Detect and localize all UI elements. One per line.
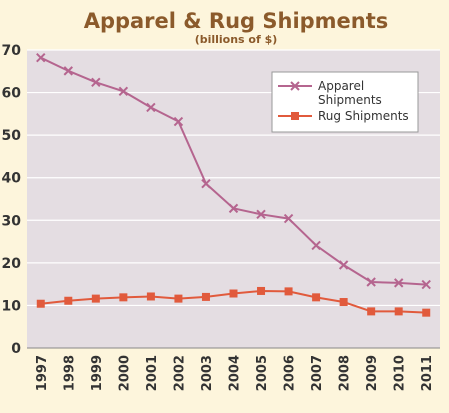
x-axis-ticks: 1997 1998 1999 2000 2001 2002 2003 2004 2005 2006…: [35, 355, 435, 391]
data-point: [201, 178, 211, 189]
data-point: [257, 286, 266, 295]
y-tick-label: 10: [2, 298, 22, 314]
data-point: [284, 287, 293, 296]
data-point: [256, 209, 266, 220]
data-point: [393, 278, 404, 288]
legend-box: [271, 71, 419, 133]
x-tick-label: 2001: [145, 355, 160, 391]
data-point: [422, 308, 431, 317]
y-tick-label: 50: [2, 128, 22, 144]
data-point: [91, 294, 100, 303]
x-tick-label: 1997: [35, 355, 50, 391]
series-layer: [36, 52, 431, 317]
data-point: [283, 213, 294, 224]
x-tick-label: 2010: [393, 355, 408, 391]
legend-item: Rug Shipments: [278, 109, 409, 123]
x-tick-label: 2007: [310, 355, 325, 391]
legend: Apparel Shipments Rug Shipments: [271, 71, 419, 133]
data-point: [91, 77, 101, 88]
x-tick-label: 2006: [283, 355, 298, 391]
data-point: [146, 102, 156, 113]
data-point: [421, 279, 431, 290]
y-tick-label: 40: [2, 171, 22, 187]
data-point: [228, 203, 239, 214]
x-tick-label: 1999: [90, 355, 105, 391]
data-point: [173, 116, 184, 127]
data-point: [174, 294, 183, 303]
y-tick-label: 30: [2, 213, 22, 229]
data-point: [367, 307, 376, 316]
y-tick-label: 0: [11, 341, 21, 357]
legend-label: Apparel Shipments: [318, 79, 382, 107]
x-tick-label: 2009: [365, 355, 380, 391]
x-tick-label: 2005: [255, 355, 270, 391]
y-tick-label: 70: [2, 43, 22, 59]
x-tick-label: 2011: [420, 355, 435, 391]
data-point: [394, 307, 403, 316]
y-tick-label: 60: [2, 86, 22, 102]
data-point: [339, 298, 348, 307]
x-tick-label: 1998: [62, 355, 77, 391]
data-point: [229, 289, 238, 298]
chart-subtitle: (billions of $): [195, 33, 278, 46]
data-point: [338, 260, 349, 270]
legend-label: Rug Shipments: [318, 109, 409, 123]
series-apparel: [36, 52, 431, 290]
data-point: [201, 292, 210, 301]
x-tick-label: 2004: [228, 355, 243, 391]
x-tick-label: 2008: [338, 355, 353, 391]
data-point: [63, 66, 74, 76]
y-axis-ticks: 0 10 20 30 40 50 60 70: [2, 43, 22, 357]
legend-marker: [291, 112, 299, 120]
data-point: [36, 299, 45, 308]
legend-item: Apparel Shipments: [278, 79, 382, 107]
chart-title: Apparel & Rug Shipments: [84, 9, 389, 33]
data-point: [366, 277, 376, 287]
data-point: [119, 293, 128, 302]
data-point: [64, 296, 73, 305]
y-tick-label: 20: [2, 256, 22, 272]
x-tick-label: 2002: [172, 355, 187, 391]
data-point: [311, 240, 321, 251]
data-point: [312, 293, 321, 302]
gridlines: [27, 49, 440, 349]
data-point: [36, 52, 46, 63]
x-tick-label: 2000: [117, 355, 132, 391]
legend-marker: [290, 81, 300, 91]
data-point: [146, 292, 155, 301]
data-point: [118, 86, 129, 97]
series-rug: [36, 286, 431, 317]
x-tick-label: 2003: [200, 355, 215, 391]
